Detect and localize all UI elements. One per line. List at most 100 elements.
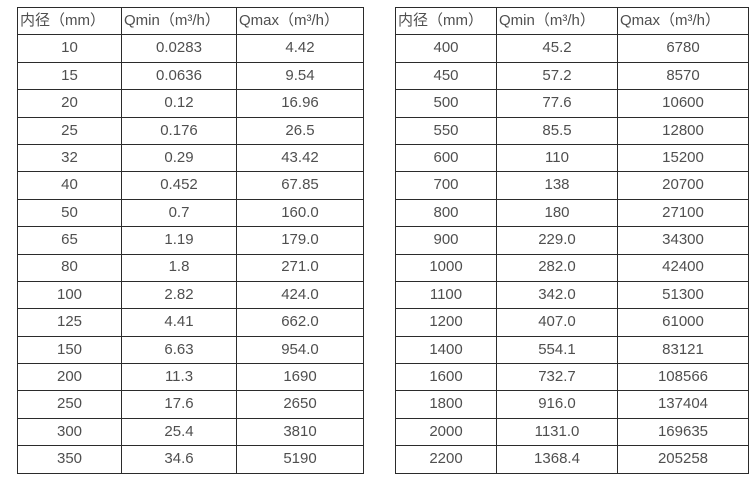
table-cell: 732.7 (496, 363, 618, 392)
table-cell: 554.1 (496, 335, 618, 365)
table-cell: 179.0 (236, 226, 364, 255)
table-cell: 57.2 (496, 61, 618, 91)
table-cell: 25.4 (121, 417, 237, 447)
table-cell: 450 (395, 61, 497, 91)
table-cell: 1800 (395, 390, 497, 419)
table-cell: 34300 (617, 226, 749, 255)
table-cell: 407.0 (496, 308, 618, 337)
table-cell: 10 (17, 34, 122, 63)
table-cell: 0.7 (121, 198, 237, 228)
table-cell: 700 (395, 171, 497, 200)
table-row: 400 45.2 6780 (395, 34, 749, 63)
table-cell: 65 (17, 226, 122, 255)
table-row: 32 0.29 43.42 (17, 143, 364, 173)
table-row: 2200 1368.4 205258 (395, 445, 749, 474)
table-cell: 12800 (617, 116, 749, 145)
table-row: 1400 554.1 83121 (395, 335, 749, 365)
table-cell: 0.0636 (121, 61, 237, 91)
table-cell: 51300 (617, 280, 749, 310)
table-row: 50 0.7 160.0 (17, 198, 364, 228)
table-cell: 40 (17, 171, 122, 200)
table-cell: 80 (17, 253, 122, 282)
table-cell: 1131.0 (496, 417, 618, 447)
table-cell: 11.3 (121, 363, 237, 392)
table-cell: 424.0 (236, 280, 364, 310)
table-row: 800 180 27100 (395, 198, 749, 228)
table-cell: 1368.4 (496, 445, 618, 474)
table-row: 40 0.452 67.85 (17, 171, 364, 200)
table-cell: 229.0 (496, 226, 618, 255)
table-cell: 500 (395, 89, 497, 118)
table-row: 700 138 20700 (395, 171, 749, 200)
table-cell: 2.82 (121, 280, 237, 310)
header-qmax: Qmax（m³/h） (236, 6, 364, 36)
table-row: 900 229.0 34300 (395, 226, 749, 255)
table-head: 内径（mm） Qmin（m³/h） Qmax（m³/h） (395, 6, 749, 36)
table-row: 2000 1131.0 169635 (395, 417, 749, 447)
table-row: 300 25.4 3810 (17, 417, 364, 447)
table-cell: 110 (496, 143, 618, 173)
table-cell: 0.0283 (121, 34, 237, 63)
table-cell: 4.41 (121, 308, 237, 337)
table-cell: 0.452 (121, 171, 237, 200)
table-row: 65 1.19 179.0 (17, 226, 364, 255)
table-cell: 26.5 (236, 116, 364, 145)
table-cell: 50 (17, 198, 122, 228)
table-cell: 42400 (617, 253, 749, 282)
table-cell: 900 (395, 226, 497, 255)
table-cell: 77.6 (496, 89, 618, 118)
table-cell: 1.8 (121, 253, 237, 282)
table-cell: 10600 (617, 89, 749, 118)
table-cell: 67.85 (236, 171, 364, 200)
table-body: 10 0.0283 4.42 15 0.0636 9.54 20 0.12 16.96 25 0.1… (17, 34, 364, 474)
table-cell: 27100 (617, 198, 749, 228)
table-cell: 400 (395, 34, 497, 63)
header-inner-diameter: 内径（mm） (17, 6, 122, 36)
table-cell: 1100 (395, 280, 497, 310)
table-body: 400 45.2 6780 450 57.2 8570 500 77.6 10600 550 85.… (395, 34, 749, 474)
table-cell: 916.0 (496, 390, 618, 419)
table-row: 250 17.6 2650 (17, 390, 364, 419)
table-cell: 6780 (617, 34, 749, 63)
table-cell: 662.0 (236, 308, 364, 337)
table-cell: 43.42 (236, 143, 364, 173)
table-cell: 100 (17, 280, 122, 310)
table-head: 内径（mm） Qmin（m³/h） Qmax（m³/h） (17, 6, 364, 36)
table-cell: 137404 (617, 390, 749, 419)
table-cell: 954.0 (236, 335, 364, 365)
header-qmin: Qmin（m³/h） (496, 6, 618, 36)
table-cell: 1.19 (121, 226, 237, 255)
table-cell: 2650 (236, 390, 364, 419)
table-cell: 150 (17, 335, 122, 365)
table-cell: 282.0 (496, 253, 618, 282)
table-row: 1600 732.7 108566 (395, 363, 749, 392)
table-cell: 25 (17, 116, 122, 145)
table-cell: 20700 (617, 171, 749, 200)
table-cell: 85.5 (496, 116, 618, 145)
table-cell: 32 (17, 143, 122, 173)
table-cell: 169635 (617, 417, 749, 447)
table-row: 450 57.2 8570 (395, 61, 749, 91)
table-row: 25 0.176 26.5 (17, 116, 364, 145)
table-cell: 0.12 (121, 89, 237, 118)
table-cell: 16.96 (236, 89, 364, 118)
table-cell: 271.0 (236, 253, 364, 282)
table-cell: 5190 (236, 445, 364, 474)
table-cell: 125 (17, 308, 122, 337)
table-cell: 342.0 (496, 280, 618, 310)
table-cell: 200 (17, 363, 122, 392)
table-row: 200 11.3 1690 (17, 363, 364, 392)
table-cell: 6.63 (121, 335, 237, 365)
header-qmin: Qmin（m³/h） (121, 6, 237, 36)
table-row: 600 110 15200 (395, 143, 749, 173)
table-cell: 8570 (617, 61, 749, 91)
table-cell: 550 (395, 116, 497, 145)
table-cell: 138 (496, 171, 618, 200)
table-cell: 17.6 (121, 390, 237, 419)
table-row: 500 77.6 10600 (395, 89, 749, 118)
table-cell: 800 (395, 198, 497, 228)
table-cell: 1200 (395, 308, 497, 337)
flow-table-small-diameter: 内径（mm） Qmin（m³/h） Qmax（m³/h） 10 0.0283 4.4… (17, 6, 364, 474)
table-cell: 15200 (617, 143, 749, 173)
